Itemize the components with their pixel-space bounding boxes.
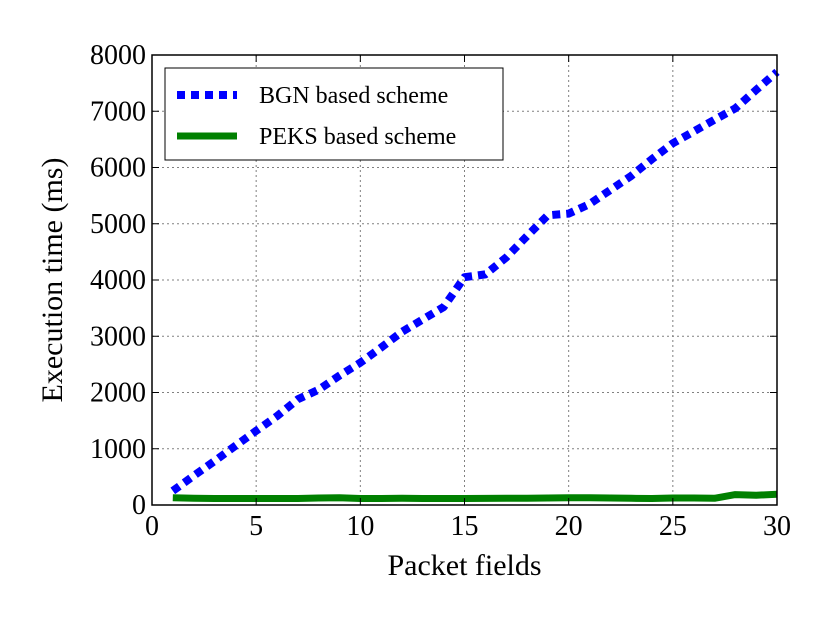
legend-box	[164, 67, 504, 161]
y-tick-label: 5000	[90, 209, 146, 240]
y-tick-label: 0	[132, 490, 146, 521]
x-tick-label: 20	[555, 511, 583, 542]
y-tick-label: 2000	[90, 378, 146, 409]
x-tick-label: 25	[659, 511, 687, 542]
series-layer	[170, 68, 780, 502]
x-tick-label: 0	[145, 511, 159, 542]
tick-layer: 0 5 10 15 20 25 30 0 1000 2000 3000 4000 5000 6000 700…	[90, 40, 791, 542]
y-tick-label: 3000	[90, 321, 146, 352]
series-line-peks	[172, 490, 778, 502]
legend: BGN based scheme PEKS based scheme	[164, 67, 504, 161]
y-tick-label: 4000	[90, 265, 146, 296]
y-axis-label: Execution time (ms)	[36, 158, 69, 403]
y-tick-label: 8000	[90, 40, 146, 71]
x-tick-label: 30	[763, 511, 791, 542]
x-tick-label: 15	[451, 511, 479, 542]
y-tick-label: 7000	[90, 96, 146, 127]
x-tick-label: 5	[249, 511, 263, 542]
series-line-bgn	[170, 68, 780, 495]
legend-label-bgn: BGN based scheme	[259, 83, 448, 109]
y-tick-label: 1000	[90, 434, 146, 465]
legend-label-peks: PEKS based scheme	[259, 124, 456, 150]
y-tick-label: 6000	[90, 153, 146, 184]
x-axis-label: Packet fields	[387, 549, 541, 582]
x-tick-label: 10	[346, 511, 374, 542]
